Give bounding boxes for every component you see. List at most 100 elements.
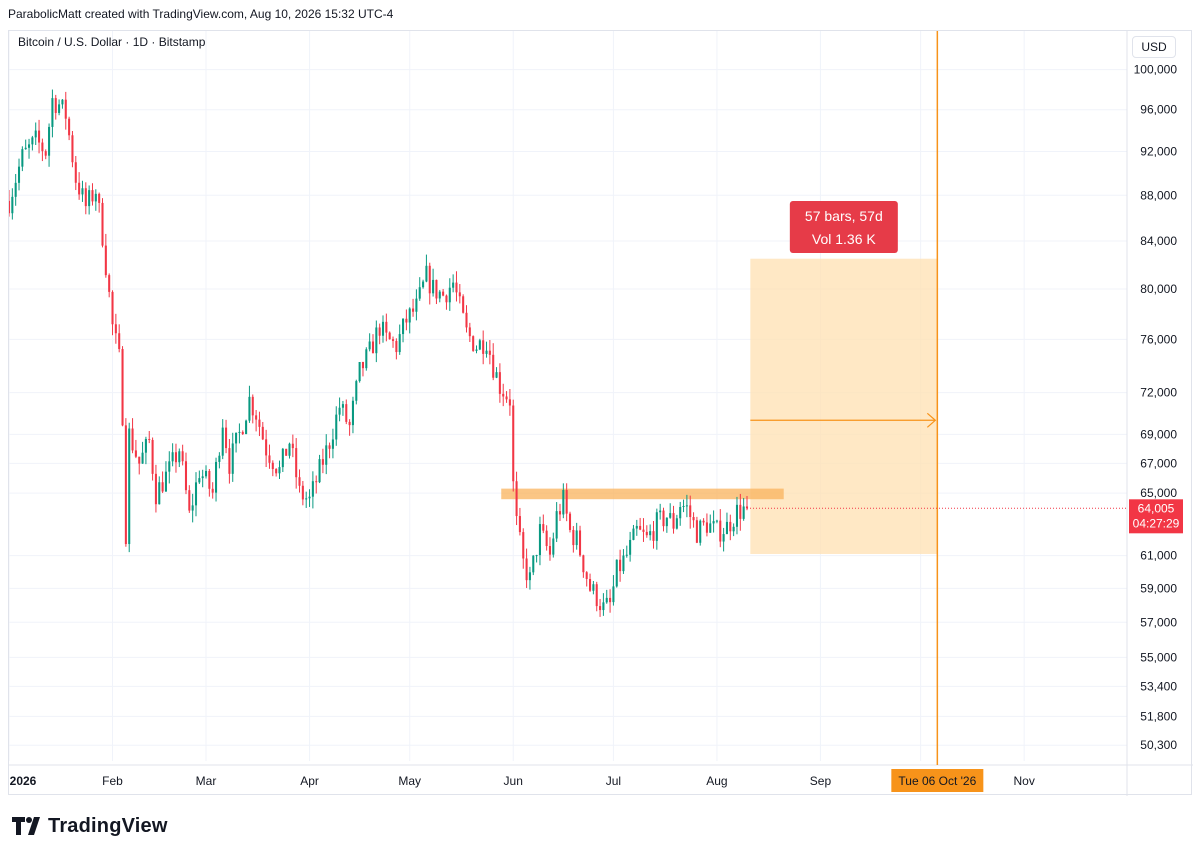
time-axis-label: Nov	[1013, 774, 1034, 788]
candle-body	[498, 372, 501, 394]
chart-area[interactable]: 57 bars, 57d Vol 1.36 K 100,000 96,000 92,00…	[8, 30, 1193, 796]
candle-body	[104, 245, 107, 276]
candle-body	[114, 324, 117, 334]
candle-body	[351, 400, 354, 426]
time-axis-label: Mar	[196, 774, 217, 788]
candle-body	[318, 459, 321, 483]
candle-body	[255, 415, 258, 420]
candle-body	[365, 349, 368, 369]
candle-body	[361, 362, 365, 369]
tradingview-logo[interactable]: TradingView	[12, 812, 168, 840]
candle-body	[645, 531, 648, 536]
candle-body	[572, 529, 575, 546]
candle-body	[652, 531, 655, 541]
candle-body	[108, 275, 111, 292]
price-axis-label: 72,000	[1140, 386, 1177, 400]
price-axis-label: 92,000	[1140, 145, 1177, 159]
candle-body	[358, 362, 361, 382]
candle-body	[51, 98, 54, 127]
candle-body	[371, 341, 375, 354]
candle-body	[238, 431, 241, 433]
measure-label-bars: 57 bars, 57d	[805, 208, 883, 224]
candle-body	[378, 327, 381, 336]
candle-body	[285, 448, 288, 456]
candle-body	[191, 505, 194, 511]
price-chart[interactable]: 57 bars, 57d Vol 1.36 K 100,000 96,000 92,00…	[9, 31, 1193, 796]
price-axis-label: 67,000	[1140, 456, 1177, 470]
candle-body	[729, 521, 732, 532]
candle-body	[44, 151, 47, 156]
candle-body	[532, 555, 535, 573]
date-range-box	[750, 258, 938, 554]
date-range-arrowhead	[926, 412, 937, 428]
time-axis-label: Feb	[102, 774, 123, 788]
candle-body	[495, 372, 498, 378]
candle-body	[505, 396, 508, 400]
time-axis-label: Sep	[810, 774, 832, 788]
candle-body	[622, 555, 625, 572]
candle-body	[565, 490, 568, 514]
candle-body	[228, 448, 231, 474]
candle-body	[221, 427, 224, 456]
candle-body	[515, 481, 518, 517]
candle-body	[635, 525, 638, 529]
candle-body	[408, 308, 411, 323]
price-axis-label: 100,000	[1134, 63, 1178, 77]
candle-body	[442, 291, 445, 296]
candle-body	[131, 428, 134, 451]
price-axis-label: 76,000	[1140, 332, 1177, 346]
candle-body	[742, 506, 745, 519]
candle-body	[592, 584, 595, 591]
candle-body	[639, 525, 642, 530]
candle-body	[54, 98, 57, 113]
candle-body	[298, 477, 301, 486]
price-axis-label: 51,800	[1140, 709, 1177, 723]
candle-body	[181, 451, 184, 462]
candle-body	[144, 438, 147, 453]
last-price-countdown: 04:27:29	[1133, 516, 1180, 530]
candle-body	[629, 539, 632, 555]
symbol-title[interactable]: Bitcoin / U.S. Dollar · 1D · Bitstamp	[18, 35, 206, 49]
candle-body	[178, 451, 181, 463]
candle-body	[492, 354, 495, 378]
candle-body	[662, 510, 665, 527]
candle-body	[271, 462, 274, 470]
candle-body	[348, 421, 351, 426]
candle-body	[208, 470, 211, 489]
candle-body	[535, 555, 538, 557]
candle-body	[94, 193, 97, 202]
candle-body	[702, 520, 705, 523]
candle-body	[612, 586, 615, 603]
candle-body	[48, 126, 51, 156]
candle-body	[245, 420, 248, 435]
candle-body	[395, 340, 398, 353]
candle-body	[525, 558, 528, 581]
candle-body	[428, 265, 431, 294]
candle-body	[141, 452, 144, 464]
candle-body	[605, 597, 608, 603]
candle-body	[472, 336, 475, 351]
candle-body	[291, 443, 294, 449]
candle-body	[465, 312, 468, 328]
candle-body	[128, 428, 131, 545]
candle-body	[478, 340, 481, 350]
candle-body	[218, 455, 221, 462]
candle-body	[184, 461, 188, 491]
candle-body	[665, 517, 668, 527]
tradingview-wordmark: TradingView	[48, 814, 168, 837]
candle-body	[381, 321, 385, 336]
candle-body	[599, 606, 602, 611]
candle-body	[462, 296, 465, 313]
candle-body	[355, 381, 358, 401]
candle-body	[188, 490, 191, 511]
candle-body	[578, 530, 582, 556]
candle-body	[388, 332, 391, 340]
candle-body	[452, 282, 455, 288]
price-axis-label: 59,000	[1140, 581, 1177, 595]
currency-button[interactable]: USD	[1132, 36, 1176, 58]
candle-body	[248, 396, 251, 421]
tradingview-logo-icon	[12, 817, 40, 835]
candle-body	[552, 538, 555, 555]
candle-body	[121, 349, 124, 426]
candle-body	[215, 461, 218, 493]
